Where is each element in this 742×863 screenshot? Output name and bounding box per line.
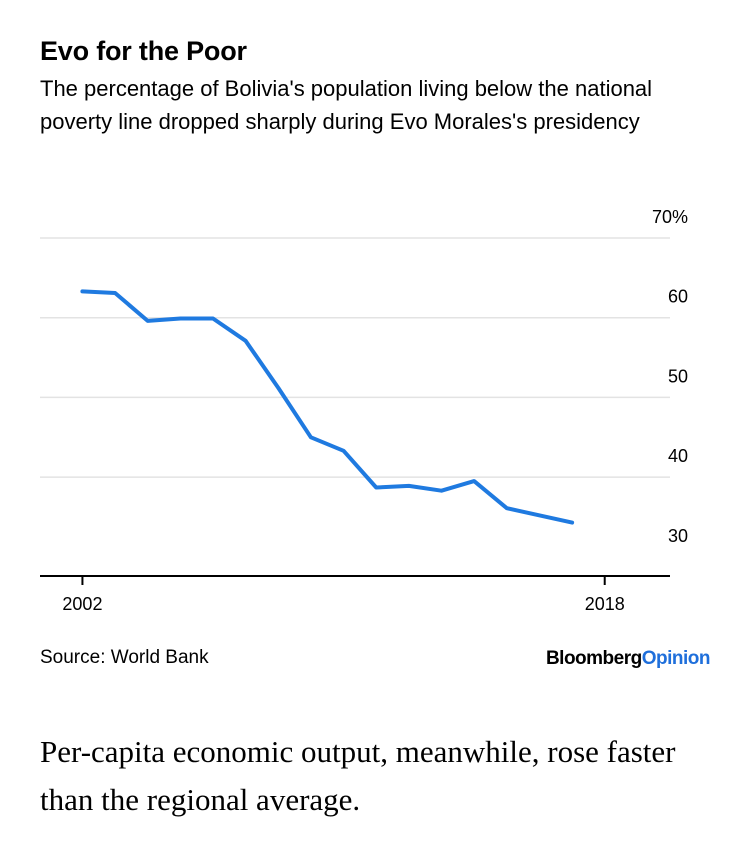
series-line: [80, 289, 575, 525]
x-tick-label: 2002: [62, 594, 102, 614]
y-tick-label: 50: [668, 366, 688, 386]
y-tick-label: 70%: [652, 207, 688, 227]
x-axis-tick-labels: 2002 2018: [62, 576, 625, 614]
y-tick-label: 40: [668, 446, 688, 466]
chart-subtitle: The percentage of Bolivia's population l…: [40, 76, 653, 134]
series: [80, 289, 575, 525]
brand-opinion: Opinion: [641, 648, 711, 669]
article-paragraph: Per-capita economic output, meanwhile, r…: [40, 734, 676, 817]
line-chart: 70% 60 50 40 30 2002 2018: [40, 207, 688, 614]
y-tick-label: 30: [668, 526, 688, 546]
y-axis-tick-labels: 70% 60 50 40 30: [652, 207, 688, 546]
bloomberg-opinion-logo: BloombergOpinion: [545, 648, 711, 670]
y-tick-label: 60: [668, 287, 688, 307]
source-note: Source: World Bank: [40, 647, 209, 668]
chart-title: Evo for the Poor: [40, 36, 247, 66]
gridlines: [40, 237, 670, 478]
x-tick-label: 2018: [585, 594, 625, 614]
brand-bloomberg: Bloomberg: [545, 648, 642, 669]
